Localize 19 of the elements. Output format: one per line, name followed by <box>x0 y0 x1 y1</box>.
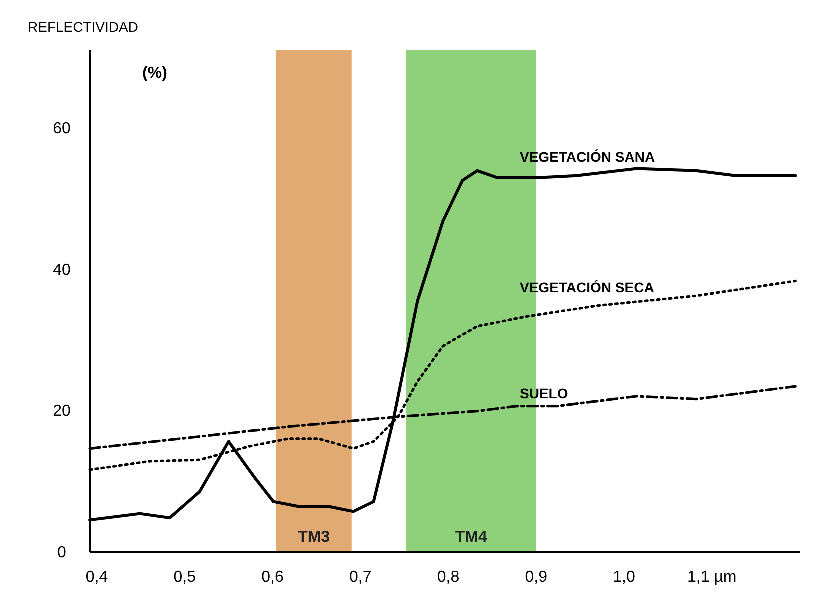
y-tick-label: 0 <box>58 544 67 562</box>
x-tick-label: 1,1 µm <box>688 569 737 586</box>
x-tick-label: 0,4 <box>86 569 108 586</box>
y-tick-label: 20 <box>53 403 71 420</box>
x-tick-label: 0,5 <box>174 569 196 586</box>
x-tick-label: 0,7 <box>350 569 372 586</box>
series-label: SUELO <box>520 385 568 402</box>
annotation: (%) <box>142 65 168 82</box>
x-tick-label: 0,9 <box>525 569 548 586</box>
series-label: VEGETACIÓN SECA <box>520 280 654 296</box>
y-tick-label: 60 <box>53 120 71 138</box>
band-label: TM4 <box>455 529 488 546</box>
band-label: TM3 <box>298 529 330 546</box>
series-label: VEGETACIÓN SANA <box>520 148 656 165</box>
x-tick-label: 0,6 <box>262 569 284 586</box>
x-tick-label: 1,0 <box>613 569 636 586</box>
y-axis-title: REFLECTIVIDAD <box>28 19 138 35</box>
x-tick-label: 0,8 <box>437 569 460 586</box>
y-tick-label: 40 <box>53 262 71 279</box>
